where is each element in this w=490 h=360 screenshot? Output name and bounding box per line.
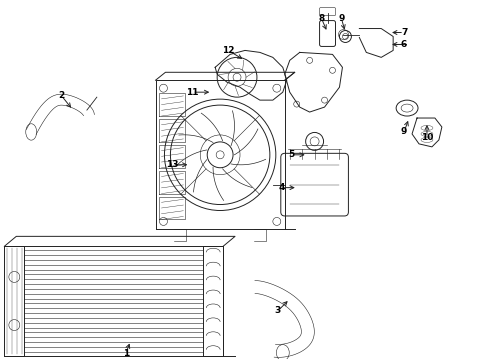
Text: 12: 12	[222, 46, 234, 55]
Text: 11: 11	[186, 88, 198, 97]
Text: 5: 5	[289, 150, 295, 159]
Text: 1: 1	[122, 349, 129, 358]
Text: 7: 7	[401, 28, 407, 37]
Text: 9: 9	[401, 127, 407, 136]
Text: 2: 2	[58, 91, 64, 100]
Text: 9: 9	[338, 14, 344, 23]
Text: 10: 10	[421, 134, 433, 143]
Text: 4: 4	[279, 183, 285, 192]
Text: 13: 13	[166, 160, 179, 169]
Text: 3: 3	[275, 306, 281, 315]
Text: 6: 6	[401, 40, 407, 49]
Text: 8: 8	[318, 14, 325, 23]
